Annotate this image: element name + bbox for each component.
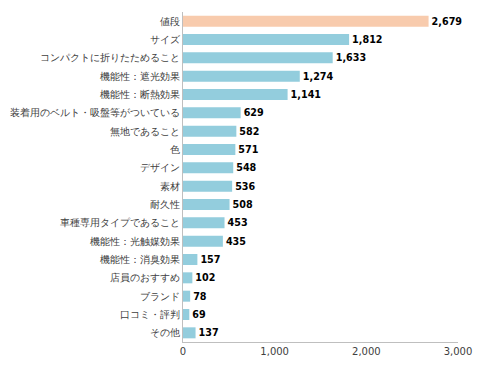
svg-text:571: 571 [238,144,258,155]
svg-text:機能性：消臭効果: 機能性：消臭効果 [100,254,180,265]
svg-text:機能性：断熱効果: 機能性：断熱効果 [100,89,180,100]
svg-text:色: 色 [170,144,180,155]
svg-text:3,000: 3,000 [444,346,473,357]
svg-text:車種専用タイプであること: 車種専用タイプであること [60,217,180,228]
svg-text:機能性：光触媒効果: 機能性：光触媒効果 [90,236,180,247]
svg-text:69: 69 [192,309,206,320]
svg-text:機能性：遮光効果: 機能性：遮光効果 [100,71,180,82]
svg-text:1,812: 1,812 [352,34,382,45]
svg-text:1,000: 1,000 [260,346,289,357]
svg-text:耐久性: 耐久性 [150,199,180,210]
svg-text:口コミ・評判: 口コミ・評判 [120,309,180,320]
svg-text:137: 137 [199,327,219,338]
svg-text:582: 582 [239,126,259,137]
svg-text:ブランド: ブランド [140,291,180,302]
svg-text:店員のおすすめ: 店員のおすすめ [110,272,180,283]
svg-text:デザイン: デザイン [140,162,180,173]
svg-text:コンパクトに折りたためること: コンパクトに折りたためること [40,52,180,63]
svg-text:0: 0 [180,346,186,357]
svg-text:無地であること: 無地であること [110,126,180,137]
svg-text:2,679: 2,679 [432,16,463,27]
svg-text:2,000: 2,000 [352,346,381,357]
svg-text:548: 548 [236,162,256,173]
svg-text:435: 435 [226,236,246,247]
svg-text:その他: その他 [150,327,180,338]
svg-text:1,141: 1,141 [291,89,322,100]
svg-text:1,274: 1,274 [303,71,334,82]
svg-text:値段: 値段 [160,16,180,27]
svg-text:装着用のベルト・吸盤等がついている: 装着用のベルト・吸盤等がついている [10,107,180,118]
svg-text:78: 78 [193,291,207,302]
svg-text:157: 157 [200,254,220,265]
svg-text:629: 629 [244,107,264,118]
svg-text:102: 102 [195,272,215,283]
svg-text:536: 536 [235,181,255,192]
svg-text:453: 453 [228,217,248,228]
svg-text:サイズ: サイズ [150,34,181,45]
svg-text:1,633: 1,633 [336,52,366,63]
svg-text:素材: 素材 [160,181,180,192]
svg-text:508: 508 [233,199,253,210]
